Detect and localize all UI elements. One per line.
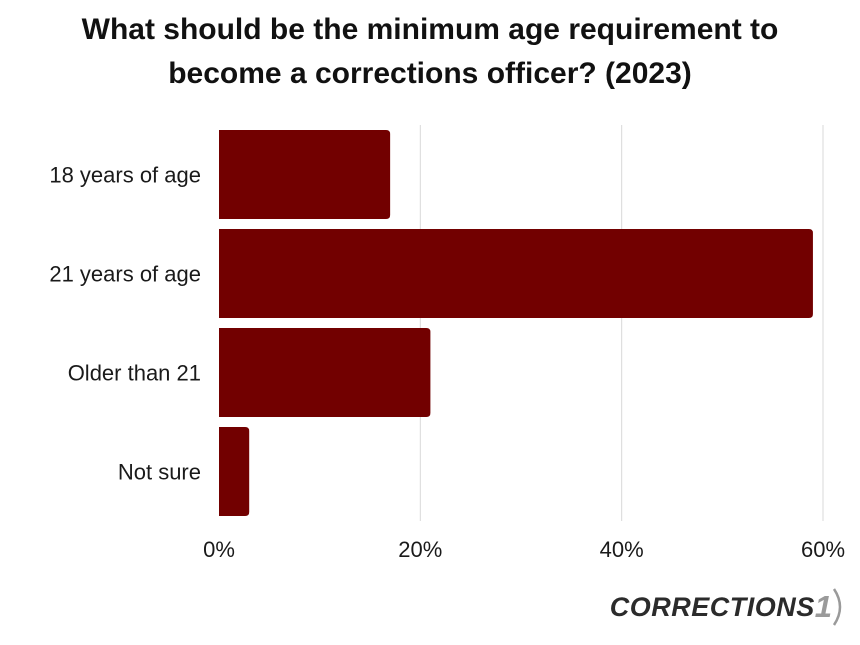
bar-1 [219, 228, 813, 319]
chart-title-line-1: What should be the minimum age requireme… [81, 13, 779, 46]
x-tick-label-1: 20% [398, 537, 442, 562]
category-label-0: 18 years of age [49, 163, 201, 188]
x-tick-label-0: 0% [203, 537, 235, 562]
category-label-2: Older than 21 [68, 361, 201, 386]
logo-wordmark: CORRECTIONS [609, 591, 815, 622]
bar-3 [219, 426, 250, 517]
logo-number: 1 [814, 589, 832, 624]
x-tick-label-3: 60% [801, 537, 845, 562]
category-label-3: Not sure [118, 460, 201, 485]
corrections1-logo: CORRECTIONS 1 [610, 587, 846, 627]
bar-2 [219, 327, 431, 418]
chart-title-line-2: become a corrections officer? (2023) [168, 57, 692, 90]
category-label-1: 21 years of age [49, 262, 201, 287]
x-tick-label-2: 40% [600, 537, 644, 562]
bar-0 [219, 129, 391, 220]
logo-arc-icon [832, 588, 842, 626]
chart-title: What should be the minimum age requireme… [0, 8, 860, 96]
